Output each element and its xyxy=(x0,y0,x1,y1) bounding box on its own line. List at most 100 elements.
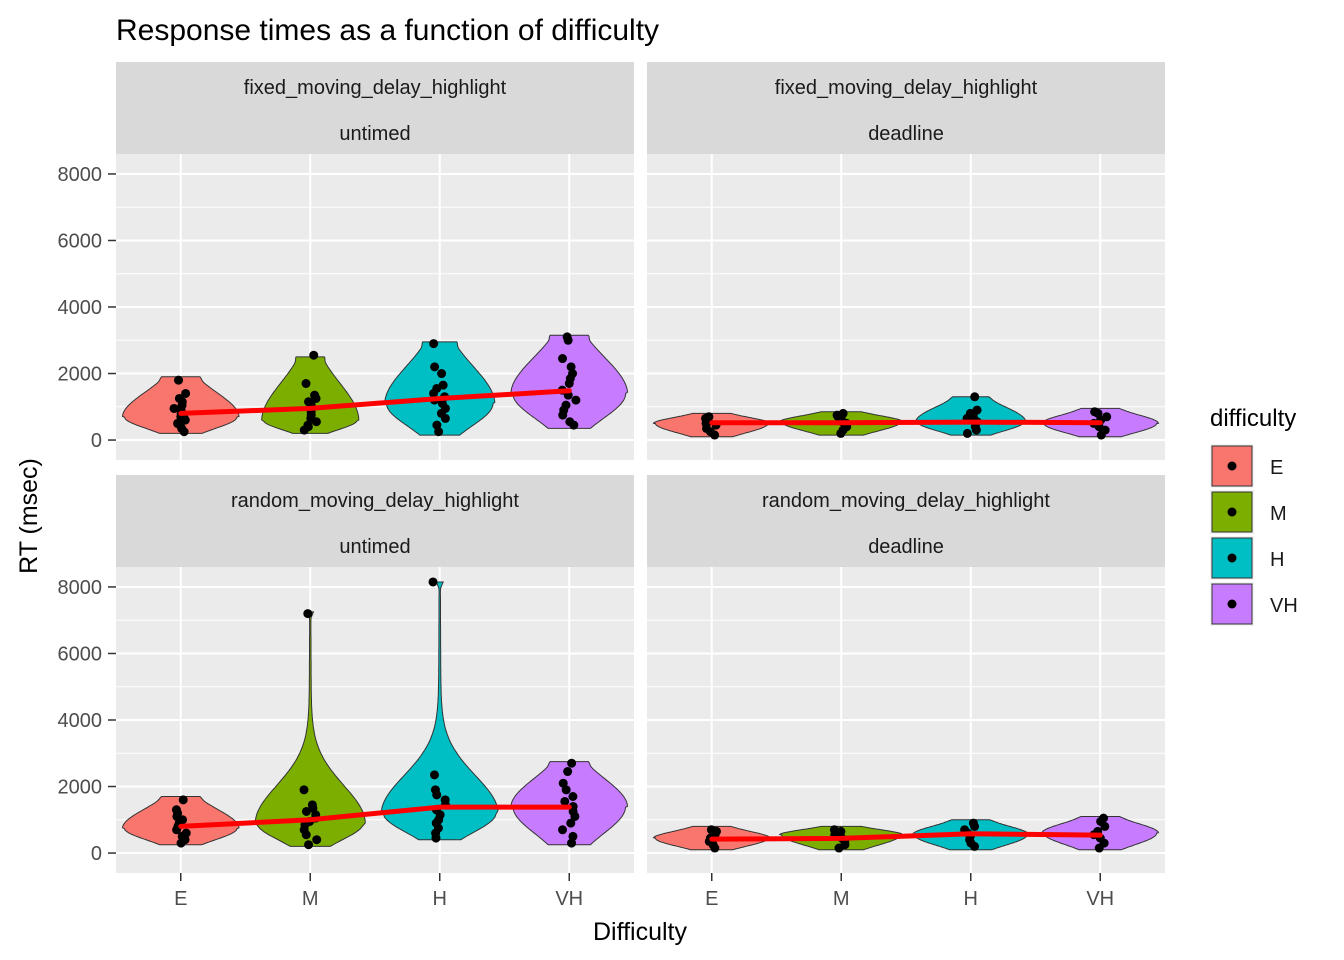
strip-label-condition: random_moving_delay_highlight xyxy=(231,490,519,512)
mean-line xyxy=(709,419,1103,426)
data-point xyxy=(303,609,313,619)
data-point xyxy=(968,818,978,828)
data-point xyxy=(181,388,191,398)
legend-title: difficulty xyxy=(1210,405,1296,432)
y-tick-label: 2000 xyxy=(58,777,103,799)
facet-panel-2: fixed_moving_delay_highlight deadline xyxy=(647,62,1165,460)
data-point xyxy=(301,379,311,388)
facet-panel-4: random_moving_delay_highlight deadline E M H… xyxy=(647,475,1165,910)
data-point xyxy=(437,369,447,379)
data-point xyxy=(178,795,188,805)
data-point xyxy=(429,339,439,349)
data-point xyxy=(307,800,317,810)
data-point xyxy=(309,350,319,360)
x-tick-label: M xyxy=(302,888,319,910)
data-point xyxy=(563,767,573,777)
y-tick-label: 4000 xyxy=(58,710,103,732)
y-axis-title: RT (msec) xyxy=(15,458,43,574)
data-point xyxy=(566,818,576,828)
y-tick-label: 6000 xyxy=(58,643,103,665)
x-tick-label: VH xyxy=(1086,888,1114,910)
data-point xyxy=(566,362,576,372)
strip-label-timing: untimed xyxy=(339,123,410,145)
violin-VH xyxy=(510,761,629,846)
data-point xyxy=(304,397,314,407)
data-point xyxy=(169,403,179,413)
y-tick-label: 8000 xyxy=(58,164,103,186)
x-tick-label: VH xyxy=(555,888,583,910)
data-point xyxy=(428,577,438,587)
data-point xyxy=(565,417,575,427)
data-point xyxy=(1099,813,1109,823)
mean-line xyxy=(178,388,572,416)
y-tick-label: 6000 xyxy=(58,230,103,252)
y-tick-label: 0 xyxy=(91,430,102,452)
strip-label-condition: fixed_moving_delay_highlight xyxy=(244,77,507,99)
data-point xyxy=(962,428,972,438)
data-point xyxy=(568,792,578,801)
data-point xyxy=(558,778,568,788)
strip-label-condition: random_moving_delay_highlight xyxy=(762,490,1050,512)
data-point xyxy=(568,831,578,841)
legend-point xyxy=(1227,599,1237,609)
legend-entry-VH: VH xyxy=(1210,582,1298,626)
data-point xyxy=(567,758,577,768)
strip-label-timing: deadline xyxy=(868,123,944,145)
y-tick-label: 4000 xyxy=(58,297,103,319)
legend-label: E xyxy=(1270,457,1283,479)
data-point xyxy=(706,825,716,835)
data-point xyxy=(174,375,184,385)
x-tick-label: E xyxy=(174,888,187,910)
data-point xyxy=(972,405,982,415)
strip-label-condition: fixed_moving_delay_highlight xyxy=(775,77,1038,99)
strip-label-timing: untimed xyxy=(339,536,410,558)
legend-label: M xyxy=(1270,503,1287,525)
data-point xyxy=(1102,412,1112,422)
data-point xyxy=(438,380,448,390)
legend: difficulty E M H VH xyxy=(1210,405,1298,626)
data-point xyxy=(558,354,568,364)
data-point xyxy=(174,393,184,403)
x-tick-label: H xyxy=(433,888,447,910)
data-point xyxy=(965,408,975,418)
legend-label: H xyxy=(1270,549,1284,571)
facet-strip xyxy=(116,62,634,154)
data-point xyxy=(561,400,571,410)
x-axis-title: Difficulty xyxy=(593,918,688,946)
facet-strip xyxy=(647,62,1165,154)
mean-line xyxy=(178,804,572,829)
data-point xyxy=(430,785,440,795)
data-point xyxy=(299,785,309,795)
y-tick-label: 2000 xyxy=(58,364,103,386)
data-point xyxy=(312,835,322,845)
legend-point xyxy=(1227,507,1237,517)
data-point xyxy=(432,420,442,430)
data-point xyxy=(430,362,440,372)
x-tick-label: E xyxy=(705,888,718,910)
data-point xyxy=(304,840,314,850)
data-point xyxy=(970,392,980,402)
data-point xyxy=(571,395,581,405)
data-point xyxy=(558,825,568,835)
legend-entry-M: M xyxy=(1210,490,1287,534)
data-point xyxy=(440,795,450,805)
x-tick-label: H xyxy=(964,888,978,910)
data-point xyxy=(310,390,320,400)
data-point xyxy=(171,805,181,815)
data-point xyxy=(838,408,848,418)
data-point xyxy=(704,412,714,422)
x-tick-label: M xyxy=(833,888,850,910)
mean-line xyxy=(709,831,1103,842)
y-tick-label: 8000 xyxy=(58,577,103,599)
data-point xyxy=(181,828,191,838)
legend-label: VH xyxy=(1270,595,1298,617)
data-point xyxy=(429,770,439,780)
legend-point xyxy=(1227,461,1237,471)
legend-entry-E: E xyxy=(1210,444,1283,488)
data-point xyxy=(1090,407,1100,417)
facet-strip xyxy=(647,475,1165,567)
